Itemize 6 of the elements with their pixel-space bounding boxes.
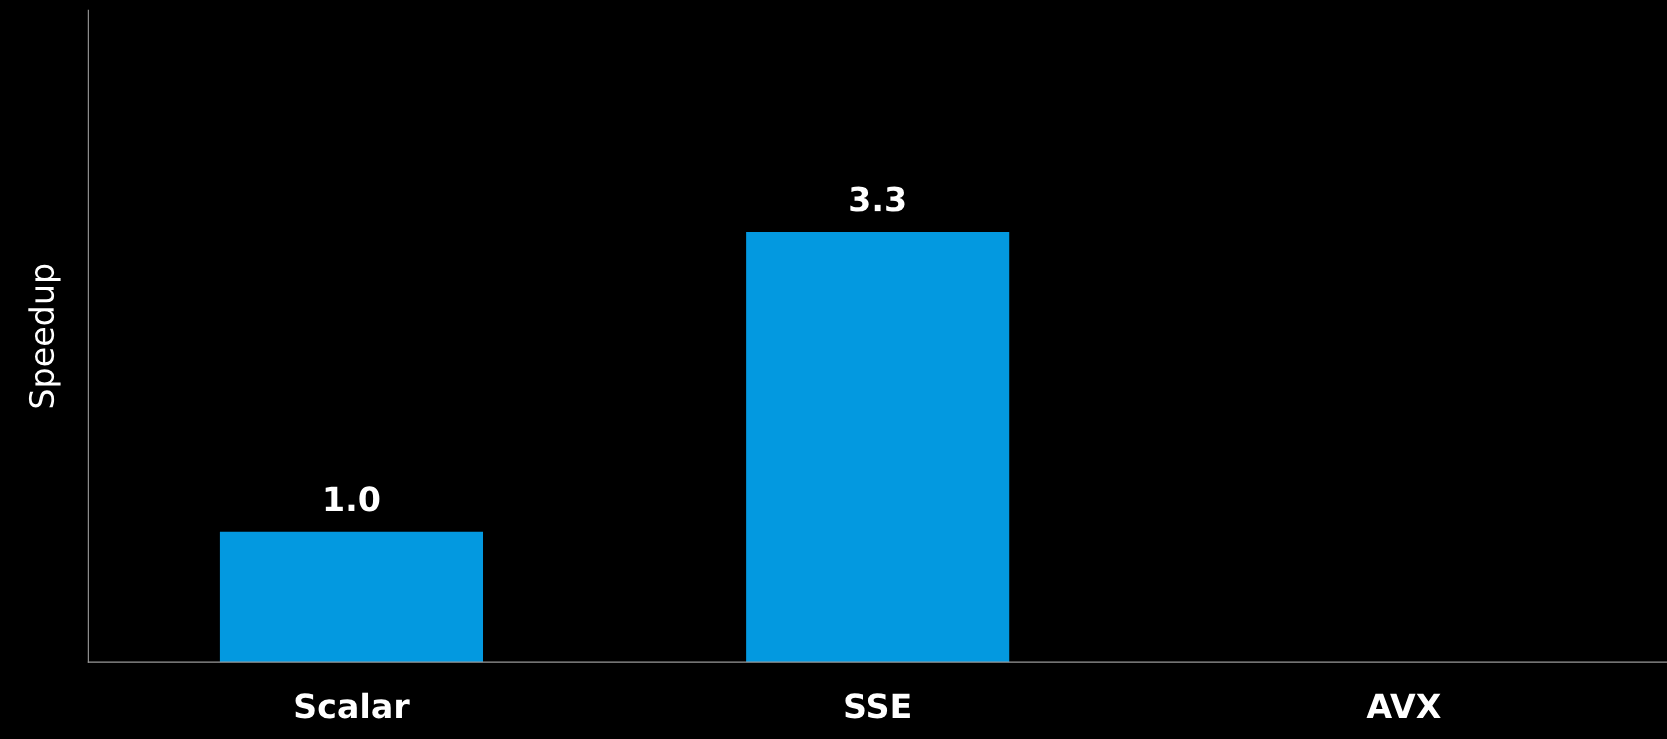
data-label: 3.3 — [850, 186, 905, 212]
x-tick-label: AVX — [1366, 693, 1441, 719]
x-tick-label: SSE — [845, 693, 910, 719]
data-label: 1.0 — [325, 486, 380, 512]
x-tick-label: Scalar — [295, 692, 410, 719]
y-axis-title: Speedup — [28, 264, 61, 408]
